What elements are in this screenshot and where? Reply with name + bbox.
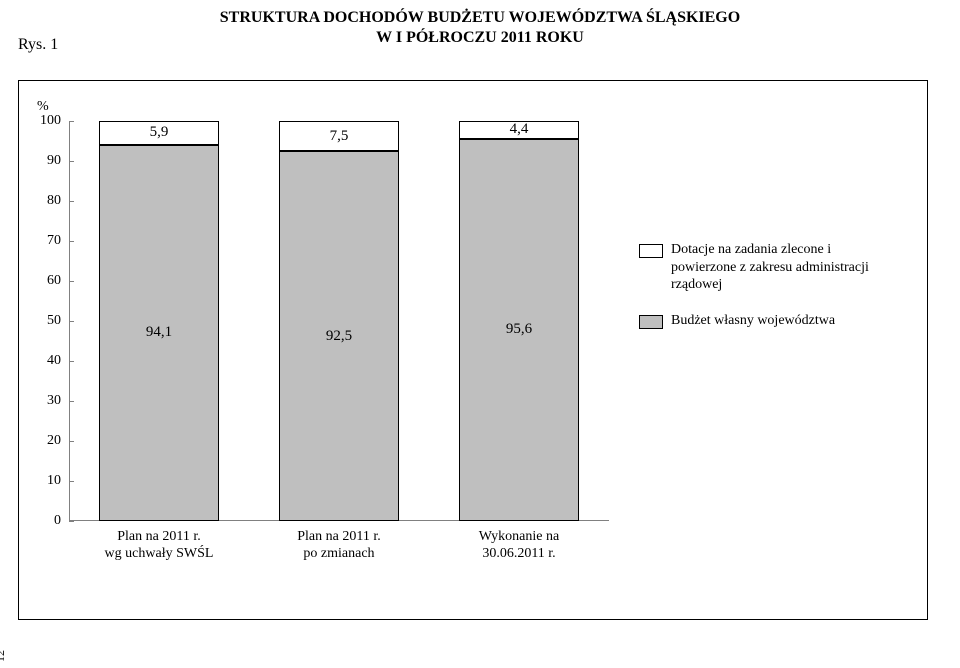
y-tick xyxy=(69,521,74,522)
bar-segment: 7,5 xyxy=(279,121,399,151)
y-tick xyxy=(69,281,74,282)
legend-item-budzet: Budżet własny województwa xyxy=(639,312,899,330)
bar-value-label: 4,4 xyxy=(510,121,529,138)
y-tick xyxy=(69,161,74,162)
y-tick-label: 0 xyxy=(29,513,61,529)
legend-swatch-dotacje xyxy=(639,244,663,258)
bar-group: 94,1 5,9 xyxy=(99,121,219,521)
x-category-label-line: Plan na 2011 r. xyxy=(79,529,239,546)
plot: 010203040506070809010094,15,9Plan na 201… xyxy=(69,121,609,521)
y-tick xyxy=(69,201,74,202)
page: Rys. 1 STRUKTURA DOCHODÓW BUDŻETU WOJEWÓ… xyxy=(0,0,960,668)
bar-segment: 95,6 xyxy=(459,139,579,521)
chart-title: STRUKTURA DOCHODÓW BUDŻETU WOJEWÓDZTWA Ś… xyxy=(0,8,960,48)
y-tick xyxy=(69,121,74,122)
y-tick xyxy=(69,481,74,482)
x-category-label-line: Plan na 2011 r. xyxy=(259,529,419,546)
y-tick xyxy=(69,441,74,442)
bar-value-label: 94,1 xyxy=(146,324,172,341)
x-category-label-line: Wykonanie na xyxy=(439,529,599,546)
chart-area: % 010203040506070809010094,15,9Plan na 2… xyxy=(69,121,609,521)
title-line-1: STRUKTURA DOCHODÓW BUDŻETU WOJEWÓDZTWA Ś… xyxy=(0,8,960,28)
y-tick-label: 30 xyxy=(29,393,61,409)
y-tick xyxy=(69,241,74,242)
legend-text-dotacje: Dotacje na zadania zlecone i powierzone … xyxy=(671,241,899,294)
y-tick-label: 50 xyxy=(29,313,61,329)
y-tick-label: 100 xyxy=(29,113,61,129)
y-tick-label: 70 xyxy=(29,233,61,249)
y-tick-label: 90 xyxy=(29,153,61,169)
bar-value-label: 92,5 xyxy=(326,328,352,345)
bar-group: 92,5 7,5 xyxy=(279,121,399,521)
y-tick-label: 60 xyxy=(29,273,61,289)
x-category-label: Plan na 2011 r.po zmianach xyxy=(259,529,419,563)
bar-group: 95,6 4,4 xyxy=(459,121,579,521)
x-category-label: Plan na 2011 r.wg uchwały SWŚL xyxy=(79,529,239,563)
bar-segment: 4,4 xyxy=(459,121,579,139)
x-category-label: Wykonanie na30.06.2011 r. xyxy=(439,529,599,563)
legend-swatch-budzet xyxy=(639,315,663,329)
x-category-label-line: 30.06.2011 r. xyxy=(439,546,599,563)
bar-value-label: 95,6 xyxy=(506,321,532,338)
bar-segment: 94,1 xyxy=(99,145,219,521)
chart-frame: % 010203040506070809010094,15,9Plan na 2… xyxy=(18,80,928,620)
bar-segment: 5,9 xyxy=(99,121,219,145)
bar-value-label: 5,9 xyxy=(150,124,169,141)
legend: Dotacje na zadania zlecone i powierzone … xyxy=(639,241,899,347)
bar-segment: 92,5 xyxy=(279,151,399,521)
x-category-label-line: po zmianach xyxy=(259,546,419,563)
x-category-label-line: wg uchwały SWŚL xyxy=(79,546,239,563)
y-tick-label: 20 xyxy=(29,433,61,449)
page-number: 12 xyxy=(0,650,8,662)
y-tick xyxy=(69,321,74,322)
bar-value-label: 7,5 xyxy=(330,128,349,145)
y-tick-label: 10 xyxy=(29,473,61,489)
y-tick xyxy=(69,361,74,362)
y-tick-label: 80 xyxy=(29,193,61,209)
legend-item-dotacje: Dotacje na zadania zlecone i powierzone … xyxy=(639,241,899,294)
y-tick-label: 40 xyxy=(29,353,61,369)
title-line-2: W I PÓŁROCZU 2011 ROKU xyxy=(0,28,960,48)
legend-text-budzet: Budżet własny województwa xyxy=(671,312,835,330)
y-tick xyxy=(69,401,74,402)
